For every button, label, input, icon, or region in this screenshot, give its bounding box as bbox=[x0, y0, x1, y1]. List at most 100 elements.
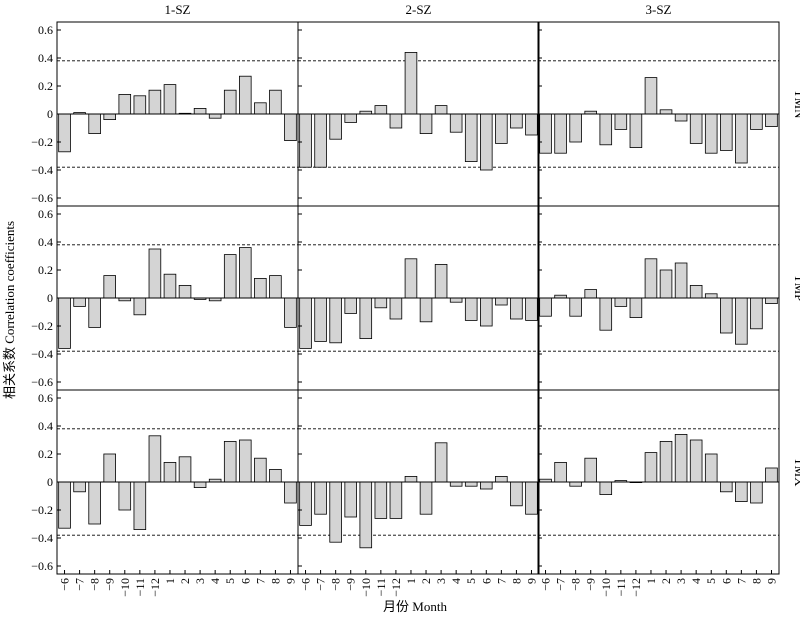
bar bbox=[480, 297, 493, 327]
bar bbox=[720, 297, 733, 334]
x-tick-label: 7 bbox=[253, 578, 267, 584]
x-tick-label: 7 bbox=[734, 578, 748, 584]
bar bbox=[464, 113, 478, 162]
panel: −6 −7 −8 −9 −10 −11 −12 1 2 3 4 5 6 7 8 9 bbox=[537, 389, 780, 597]
bar bbox=[269, 89, 282, 115]
bar bbox=[525, 113, 538, 136]
bar bbox=[510, 297, 523, 320]
bar bbox=[344, 113, 357, 123]
bar bbox=[314, 481, 327, 515]
bar bbox=[584, 457, 597, 483]
y-axis-title: 相关系数 Correlation coefficients bbox=[2, 221, 17, 399]
x-tick-label: −11 bbox=[614, 578, 628, 596]
x-tick-label: 9 bbox=[764, 578, 778, 584]
bar bbox=[254, 457, 267, 483]
bar bbox=[359, 481, 373, 549]
y-tick-label: 0.2 bbox=[38, 447, 53, 461]
x-tick-label: −12 bbox=[389, 578, 403, 597]
bar bbox=[629, 297, 643, 319]
bar bbox=[765, 297, 778, 304]
bar bbox=[329, 113, 342, 140]
panels-layer: 0.6 0.4 0.2 0 −0.2 −0.4 −0.6 0.6 0.4 0.2 0 −0.2 −0.4… bbox=[31, 21, 780, 597]
bar bbox=[765, 467, 778, 483]
x-tick-label: 1 bbox=[163, 578, 177, 584]
y-tick-label: 0.4 bbox=[38, 235, 53, 249]
x-tick-label: −12 bbox=[148, 578, 162, 597]
column-title: 3-SZ bbox=[646, 2, 672, 17]
bar bbox=[689, 113, 703, 144]
bar bbox=[495, 113, 508, 144]
bar bbox=[569, 481, 582, 487]
bar bbox=[464, 481, 478, 487]
bar bbox=[133, 95, 147, 115]
bar bbox=[103, 275, 116, 299]
bar bbox=[178, 456, 192, 483]
panel bbox=[297, 205, 540, 391]
x-tick-label: −7 bbox=[554, 578, 568, 591]
column-title: 2-SZ bbox=[406, 2, 432, 17]
y-tick-label: 0.6 bbox=[38, 207, 53, 221]
bar bbox=[389, 297, 403, 320]
bar bbox=[750, 481, 763, 504]
bar bbox=[239, 247, 252, 299]
panel: 0.6 0.4 0.2 0 −0.2 −0.4 −0.6 bbox=[31, 205, 299, 391]
bar bbox=[269, 468, 282, 483]
bar bbox=[329, 481, 342, 543]
y-tick-label: −0.2 bbox=[31, 503, 53, 517]
bar bbox=[223, 440, 237, 483]
panel bbox=[297, 21, 540, 207]
panel: 0.6 0.4 0.2 0 −0.2 −0.4 −0.6 bbox=[31, 21, 299, 207]
bar bbox=[254, 277, 267, 299]
bar bbox=[674, 113, 688, 122]
bar bbox=[464, 297, 478, 321]
bar bbox=[178, 284, 192, 299]
bar bbox=[434, 263, 448, 299]
bar bbox=[103, 113, 116, 120]
bar bbox=[539, 113, 552, 154]
bar bbox=[599, 481, 613, 496]
bar bbox=[569, 113, 582, 143]
column-titles: 1-SZ 2-SZ 3-SZ bbox=[165, 2, 672, 17]
bar bbox=[644, 77, 658, 115]
x-tick-label: 3 bbox=[193, 578, 207, 584]
bar bbox=[404, 475, 418, 483]
x-tick-label: 3 bbox=[674, 578, 688, 584]
x-tick-label: −8 bbox=[88, 578, 102, 591]
bar bbox=[674, 433, 688, 483]
bar bbox=[720, 481, 733, 493]
bar bbox=[419, 481, 433, 515]
bar bbox=[704, 113, 718, 154]
bar bbox=[644, 452, 658, 483]
bar bbox=[525, 481, 538, 515]
bar bbox=[58, 297, 71, 349]
x-tick-label: 2 bbox=[419, 578, 433, 584]
x-tick-label: −9 bbox=[584, 578, 598, 591]
bar bbox=[118, 481, 132, 511]
bar bbox=[614, 113, 628, 130]
row-label: TMP bbox=[792, 275, 800, 302]
x-tick-label: −11 bbox=[374, 578, 388, 596]
bar bbox=[510, 481, 523, 507]
y-tick-label: 0.4 bbox=[38, 51, 53, 65]
x-tick-label: 9 bbox=[283, 578, 297, 584]
bar bbox=[659, 440, 673, 483]
y-tick-label: 0.2 bbox=[38, 263, 53, 277]
bar bbox=[750, 297, 763, 330]
bar bbox=[314, 297, 327, 342]
x-tick-label: 4 bbox=[449, 578, 463, 584]
bar bbox=[193, 481, 207, 488]
bar bbox=[163, 461, 177, 483]
bar bbox=[133, 297, 147, 316]
bar bbox=[765, 113, 778, 127]
bar bbox=[118, 94, 132, 115]
y-tick-label: 0 bbox=[47, 475, 53, 489]
x-tick-label: −10 bbox=[599, 578, 613, 597]
bar bbox=[449, 481, 463, 487]
y-tick-label: −0.6 bbox=[31, 191, 53, 205]
y-tick-label: −0.2 bbox=[31, 319, 53, 333]
x-tick-label: 6 bbox=[238, 578, 252, 584]
bar bbox=[419, 113, 433, 135]
bar bbox=[434, 442, 448, 483]
bar bbox=[480, 481, 493, 490]
bar bbox=[284, 297, 297, 328]
